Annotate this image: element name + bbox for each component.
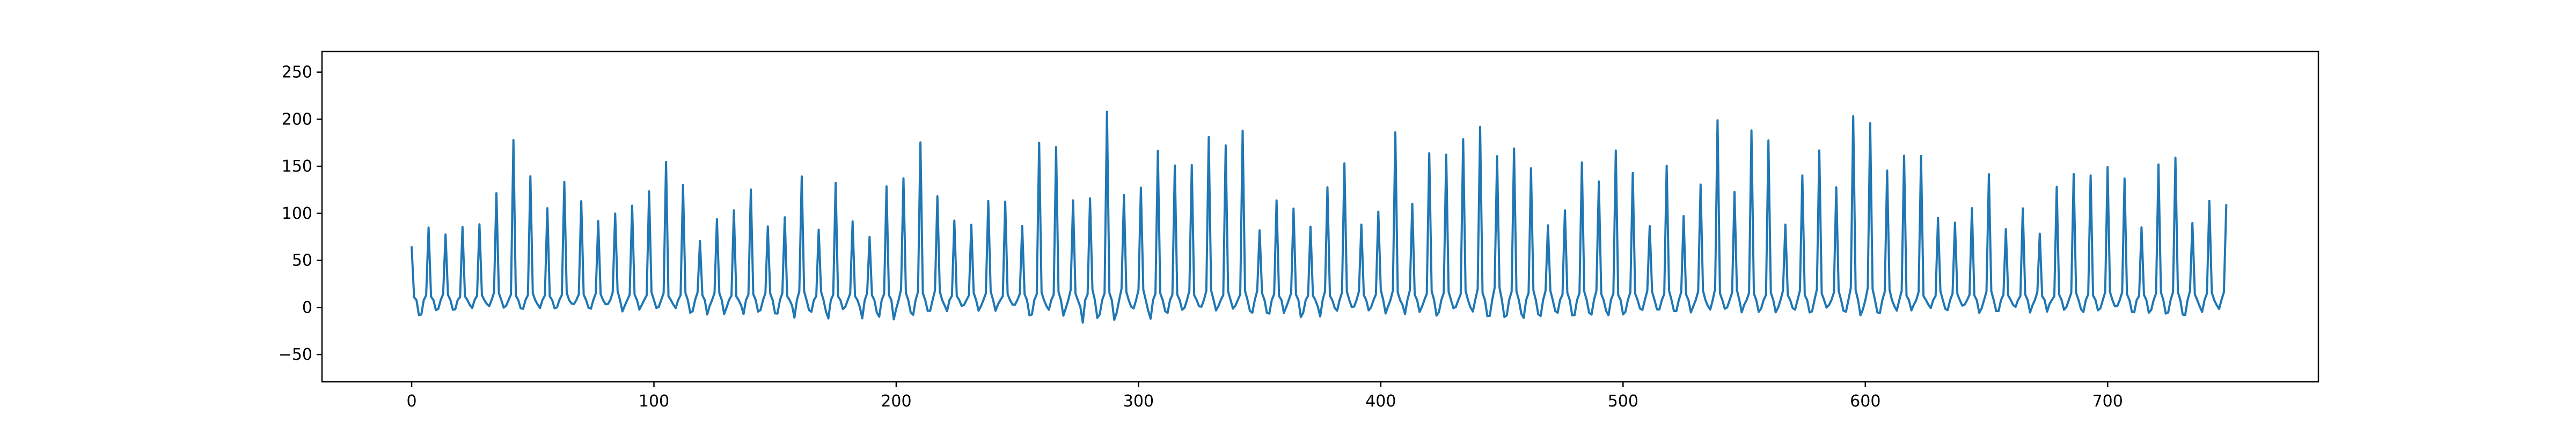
y-tick-label: −50 <box>279 345 312 364</box>
x-tick-label: 200 <box>881 392 911 411</box>
x-tick-label: 500 <box>1608 392 1638 411</box>
y-tick-label: 0 <box>302 298 312 317</box>
y-tick-label: 200 <box>282 110 312 129</box>
y-tick-label: 100 <box>282 204 312 223</box>
x-tick-label: 0 <box>406 392 416 411</box>
x-tick-label: 100 <box>639 392 669 411</box>
x-tick-label: 300 <box>1123 392 1154 411</box>
x-tick-label: 700 <box>2092 392 2123 411</box>
axes: 0 100 200 300 400 500 600 700 −50 0 50 100 150 200 250 <box>279 50 2319 411</box>
y-tick-label: 50 <box>292 252 312 270</box>
x-tick-label: 600 <box>1850 392 1880 411</box>
y-tick-label: 250 <box>282 63 312 82</box>
y-tick-label: 150 <box>282 157 312 176</box>
plot-area <box>411 110 2228 324</box>
axes-frame <box>321 50 2319 383</box>
x-tick-label: 400 <box>1365 392 1396 411</box>
series-line <box>411 110 2228 324</box>
